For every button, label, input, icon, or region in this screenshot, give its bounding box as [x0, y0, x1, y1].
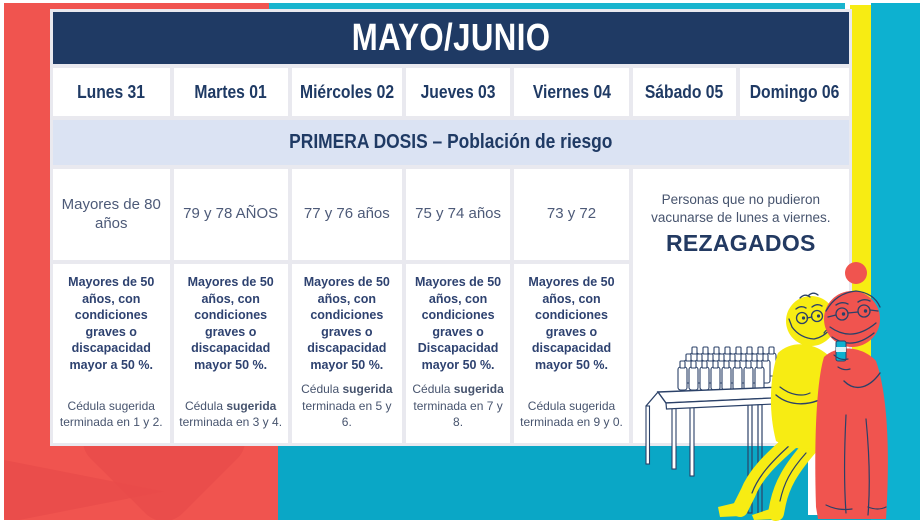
age-cell-miercoles: 77 y 76 años — [291, 169, 402, 260]
standing-nurse-icon — [815, 262, 888, 519]
top-stripe-cyan — [269, 3, 845, 9]
vaccine-vial-icon — [677, 346, 777, 391]
age-cell-viernes: 73 y 72 — [514, 169, 629, 260]
risk-cell-lunes: Mayores de 50 años, con condiciones grav… — [53, 264, 170, 443]
left-red-bar — [4, 3, 50, 520]
age-cell-lunes: Mayores de 80 años — [53, 169, 170, 260]
rezagados-note: Personas que no pudieron vacunarse de lu… — [651, 192, 831, 226]
bottom-left-red-block — [4, 445, 278, 520]
chair-leg — [808, 439, 818, 515]
day-header-viernes: Viernes 04 — [514, 68, 629, 116]
day-header-lunes: Lunes 31 — [53, 68, 170, 116]
cedula-note: Cédula sugerida terminada en 5 y 6. — [301, 382, 393, 429]
month-title-bar: MAYO/JUNIO — [53, 12, 849, 64]
month-title: MAYO/JUNIO — [351, 16, 551, 59]
day-header-domingo: Domingo 06 — [740, 68, 849, 116]
cedula-note: Cédula sugerida terminada en 7 y 8. — [412, 382, 504, 429]
day-header-martes: Martes 01 — [173, 68, 288, 116]
cedula-note: Cédula sugerida terminada en 1 y 2. — [59, 398, 163, 429]
risk-cell-viernes: Mayores de 50 años, con condiciones grav… — [514, 264, 629, 443]
vaccine-dose-icon — [835, 340, 847, 362]
vaccination-illustration — [645, 262, 888, 521]
day-header-sabado: Sábado 05 — [632, 68, 737, 116]
top-stripe-red — [4, 3, 269, 9]
age-cell-martes: 79 y 78 AÑOS — [173, 169, 288, 260]
day-header-miercoles: Miércoles 02 — [291, 68, 402, 116]
risk-cell-jueves: Mayores de 50 años, con condiciones grav… — [405, 264, 511, 443]
cedula-note: Cédula sugerida terminada en 9 y 0. — [520, 398, 623, 429]
risk-cell-miercoles: Mayores de 50 años, con condiciones grav… — [291, 264, 402, 443]
dose-banner-text: PRIMERA DOSIS – Población de riesgo — [289, 131, 613, 153]
rezagados-title: REZAGADOS — [666, 230, 816, 257]
risk-cell-martes: Mayores de 50 años, con condiciones grav… — [173, 264, 288, 443]
dose-banner: PRIMERA DOSIS – Población de riesgo — [53, 120, 849, 165]
cedula-note: Cédula sugerida terminada en 3 y 4. — [179, 398, 283, 429]
age-cell-jueves: 75 y 74 años — [405, 169, 511, 260]
day-header-jueves: Jueves 03 — [405, 68, 511, 116]
